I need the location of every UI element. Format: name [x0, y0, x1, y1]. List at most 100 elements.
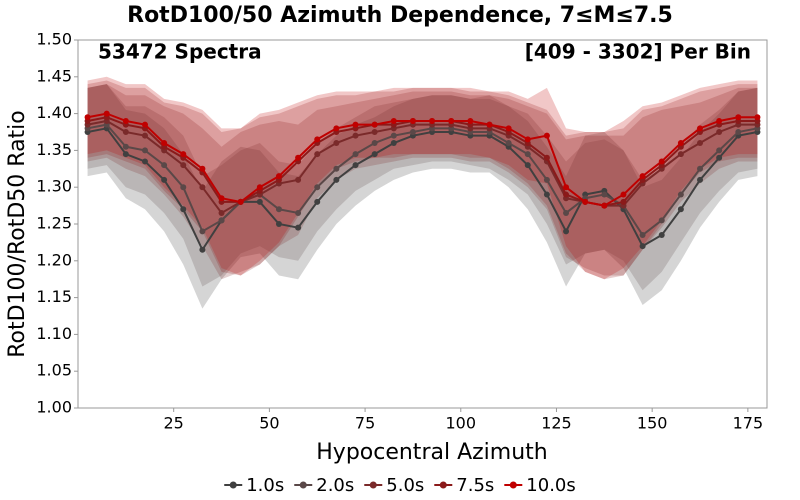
point — [639, 232, 646, 239]
legend-label: 2.0s — [316, 475, 354, 496]
point — [180, 162, 187, 169]
point — [141, 158, 148, 165]
legend-label: 5.0s — [386, 475, 424, 496]
legend-marker — [229, 481, 237, 489]
point — [505, 125, 512, 132]
point — [84, 114, 91, 121]
point — [256, 198, 263, 205]
point — [505, 140, 512, 147]
point — [563, 184, 570, 191]
annotation: [409 - 3302] Per Bin — [525, 40, 751, 64]
point — [141, 132, 148, 139]
series-line — [87, 123, 758, 237]
point — [295, 209, 302, 216]
point — [314, 198, 321, 205]
band — [87, 84, 758, 280]
point — [543, 191, 550, 198]
point — [639, 243, 646, 250]
point — [524, 162, 531, 169]
y-tick-label: 1.25 — [36, 214, 72, 233]
point — [161, 140, 168, 147]
point — [141, 121, 148, 128]
legend-marker — [439, 481, 447, 489]
point — [543, 132, 550, 139]
point — [563, 228, 570, 235]
annotation: 53472 Spectra — [98, 40, 262, 64]
point — [563, 191, 570, 198]
point — [754, 114, 761, 121]
y-tick-label: 1.20 — [36, 250, 72, 269]
point — [390, 140, 397, 147]
point — [486, 121, 493, 128]
chart-title: RotD100/50 Azimuth Dependence, 7≤M≤7.5 — [127, 3, 673, 28]
point — [161, 162, 168, 169]
point — [543, 154, 550, 161]
point — [697, 165, 704, 172]
x-tick-label: 150 — [637, 414, 668, 433]
point — [333, 125, 340, 132]
point — [716, 117, 723, 124]
x-tick-label: 75 — [355, 414, 375, 433]
point — [601, 191, 608, 198]
point — [582, 198, 589, 205]
band — [87, 76, 758, 280]
legend-label: 1.0s — [246, 475, 284, 496]
point — [409, 117, 416, 124]
y-tick-label: 1.40 — [36, 103, 72, 122]
point — [658, 158, 665, 165]
y-tick-label: 1.05 — [36, 361, 72, 380]
x-tick-label: 100 — [446, 414, 477, 433]
band — [87, 84, 758, 309]
legend-label: 10.0s — [526, 475, 575, 496]
legend-marker — [509, 481, 517, 489]
series-line — [87, 127, 758, 252]
point — [524, 136, 531, 143]
point — [352, 162, 359, 169]
point — [429, 117, 436, 124]
point — [639, 173, 646, 180]
point — [563, 209, 570, 216]
point — [352, 121, 359, 128]
point — [122, 143, 129, 150]
y-tick-label: 1.50 — [36, 30, 72, 49]
point — [275, 206, 282, 213]
point — [697, 125, 704, 132]
y-tick-label: 1.15 — [36, 287, 72, 306]
point — [141, 147, 148, 154]
point — [199, 184, 206, 191]
point — [677, 191, 684, 198]
legend-marker — [299, 481, 307, 489]
point — [103, 110, 110, 117]
point — [161, 176, 168, 183]
point — [371, 140, 378, 147]
point — [697, 140, 704, 147]
point — [716, 147, 723, 154]
point — [371, 151, 378, 158]
series-line — [87, 112, 758, 207]
x-tick-label: 125 — [541, 414, 572, 433]
y-axis-label: RotD100/RotD50 Ratio — [5, 110, 30, 358]
plot-area — [77, 39, 768, 409]
point — [333, 165, 340, 172]
point — [524, 151, 531, 158]
x-tick-label: 25 — [164, 414, 184, 433]
point — [620, 198, 627, 205]
point — [543, 176, 550, 183]
point — [333, 140, 340, 147]
point — [620, 191, 627, 198]
point — [371, 129, 378, 135]
point — [180, 151, 187, 158]
point — [448, 117, 455, 124]
point — [697, 176, 704, 183]
legend-marker — [369, 481, 377, 489]
y-tick-label: 1.30 — [36, 177, 72, 196]
point — [295, 224, 302, 231]
point — [218, 209, 225, 216]
point — [256, 184, 263, 191]
point — [390, 132, 397, 139]
point — [677, 206, 684, 213]
point — [314, 151, 321, 158]
y-tick-label: 1.35 — [36, 140, 72, 159]
point — [218, 195, 225, 202]
point — [180, 184, 187, 191]
